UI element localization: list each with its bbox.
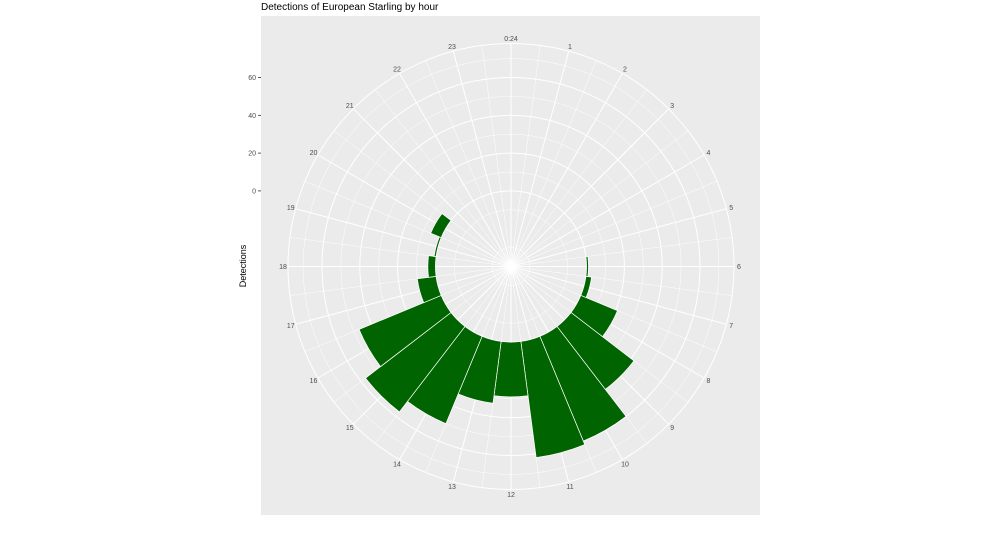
angle-label: 21 <box>346 103 354 110</box>
angle-label: 12 <box>507 492 515 499</box>
bar-hour-17 <box>416 275 442 304</box>
minor-grid-spoke <box>510 130 689 267</box>
minor-grid-spoke <box>333 130 512 267</box>
angle-label: 10 <box>621 461 629 468</box>
bars-layer <box>358 190 635 459</box>
major-grid-spoke <box>452 50 512 267</box>
minor-grid-spoke <box>425 60 512 267</box>
minor-grid-spoke <box>510 89 647 267</box>
angle-label: 15 <box>346 425 354 432</box>
minor-grid-spoke <box>510 180 718 267</box>
major-grid-spoke <box>295 266 512 325</box>
minor-grid-spoke <box>289 266 512 296</box>
angle-label: 0:24 <box>504 36 518 43</box>
minor-grid-spoke <box>304 180 512 267</box>
angle-label: 19 <box>287 205 295 212</box>
minor-grid-spoke <box>289 237 512 267</box>
bar-hour-11 <box>520 335 586 459</box>
angle-label: 13 <box>448 484 456 491</box>
bar-hour-16 <box>358 294 452 368</box>
y-axis: 0 20 40 60 <box>248 75 261 195</box>
major-grid-spoke <box>510 73 623 267</box>
bar-hour-23 <box>481 191 502 197</box>
angle-label: 4 <box>707 150 711 157</box>
chart-title: Detections of European Starling by hour <box>261 2 439 13</box>
angle-label: 16 <box>310 378 318 385</box>
major-grid-spoke <box>510 154 705 267</box>
bar-hour-1 <box>520 191 541 197</box>
minor-grid-spoke <box>510 60 597 267</box>
angle-label: 2 <box>623 67 627 74</box>
angle-label: 18 <box>279 264 287 271</box>
angle-label: 6 <box>737 264 741 271</box>
major-grid-spoke <box>510 266 727 325</box>
angle-label: 5 <box>729 205 733 212</box>
y-tick-label: 0 <box>252 188 256 195</box>
angle-label: 17 <box>287 323 295 330</box>
minor-grid-spoke <box>375 89 512 267</box>
bar-hour-15 <box>365 312 466 413</box>
angle-label: 11 <box>566 484 573 491</box>
angle-label: 23 <box>448 44 456 51</box>
minor-grid-spoke <box>481 45 512 267</box>
angle-label: 9 <box>670 425 674 432</box>
major-grid-spoke <box>352 108 512 267</box>
bar-hour-20 <box>430 213 452 239</box>
major-grid-spoke <box>510 208 727 267</box>
y-tick-label: 20 <box>248 151 256 158</box>
minor-grid-spoke <box>510 237 733 267</box>
angle-label: 8 <box>707 378 711 385</box>
minor-grid-spoke <box>510 45 541 267</box>
grid-layer <box>287 43 735 490</box>
bar-hour-2 <box>539 196 558 207</box>
y-tick-label: 60 <box>248 75 256 82</box>
angle-label: 1 <box>568 44 572 51</box>
y-tick-label: 40 <box>248 113 256 120</box>
major-grid-spoke <box>510 50 570 267</box>
bar-hour-18 <box>427 255 437 278</box>
angle-label: 14 <box>393 461 401 468</box>
major-grid-spoke <box>295 208 512 267</box>
minor-grid-spoke <box>510 266 733 296</box>
angle-labels: 0:24123456789101112131415161718192021222… <box>279 36 741 499</box>
major-grid-spoke <box>317 154 512 267</box>
major-grid-spoke <box>510 108 670 267</box>
angle-label: 22 <box>393 67 401 74</box>
angle-label: 3 <box>670 103 674 110</box>
angle-label: 20 <box>310 150 318 157</box>
y-axis-title: Detections <box>238 244 248 287</box>
bar-hour-6 <box>585 255 589 278</box>
angle-label: 7 <box>729 323 733 330</box>
major-grid-spoke <box>399 73 512 267</box>
